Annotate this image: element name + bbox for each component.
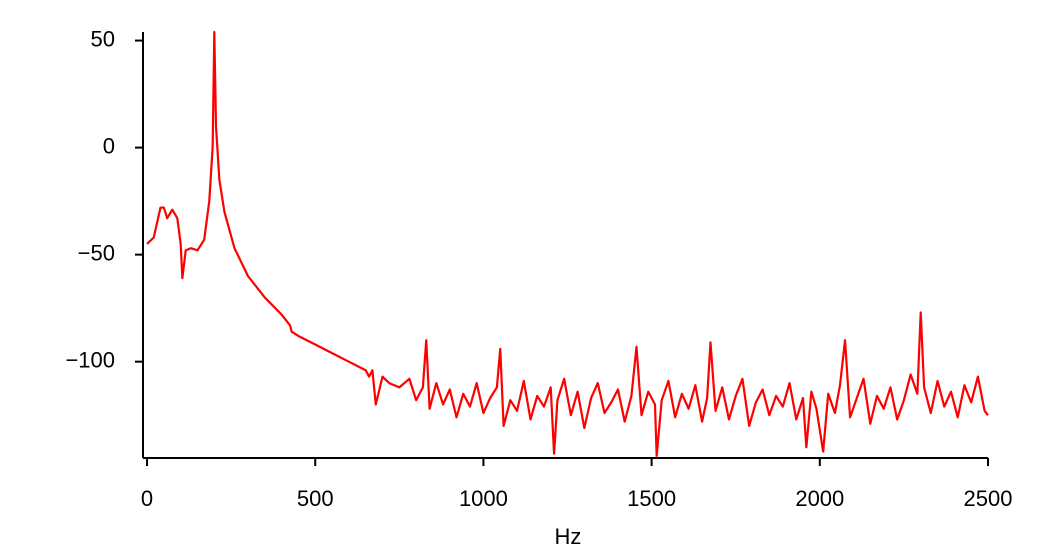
y-tick-label: 0 bbox=[103, 133, 115, 158]
spectrum-line bbox=[146, 30, 989, 457]
x-tick-label: 500 bbox=[297, 486, 334, 511]
x-tick-label: 2500 bbox=[964, 486, 1013, 511]
y-tick-label: −100 bbox=[65, 347, 115, 372]
y-tick-label: −50 bbox=[78, 240, 115, 265]
y-tick-label: 50 bbox=[91, 26, 115, 51]
x-tick-label: 0 bbox=[141, 486, 153, 511]
x-tick-label: 1000 bbox=[459, 486, 508, 511]
x-tick-label: 1500 bbox=[627, 486, 676, 511]
x-axis-label: Hz bbox=[555, 524, 582, 549]
x-tick-label: 2000 bbox=[795, 486, 844, 511]
